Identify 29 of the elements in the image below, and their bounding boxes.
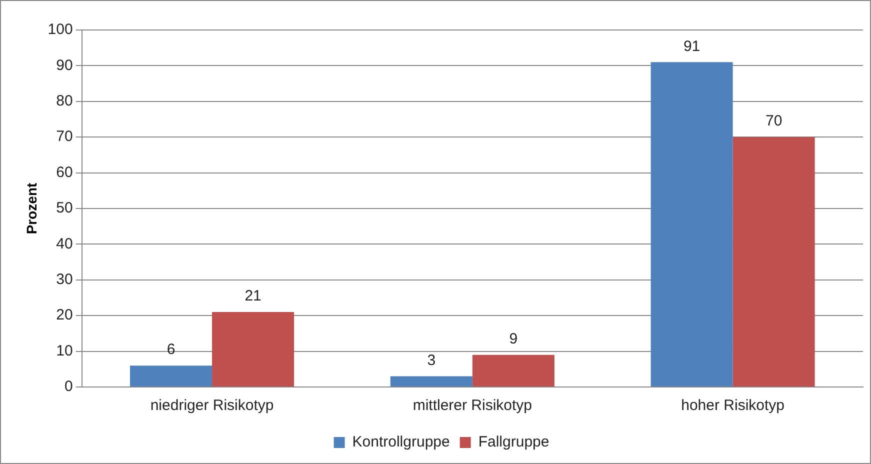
data-label: 21: [244, 288, 262, 305]
y-tick-label: 90: [56, 56, 73, 74]
data-label: 91: [683, 38, 700, 55]
y-tick-label: 10: [56, 342, 73, 360]
x-tick-label: mittlerer Risikotyp: [412, 397, 532, 414]
y-axis-title: Prozent: [23, 182, 40, 234]
legend-label: Kontrollgruppe: [352, 434, 450, 451]
legend-label: Fallgruppe: [478, 434, 550, 451]
bar: [650, 62, 733, 386]
bar: [212, 312, 294, 386]
y-tick-label: 40: [56, 235, 73, 252]
x-tick-label: niedriger Risikotyp: [150, 397, 274, 414]
y-tick-label: 0: [64, 378, 73, 396]
bar: [472, 354, 554, 386]
y-tick-label: 20: [56, 306, 73, 324]
y-tick-label: 100: [48, 21, 73, 38]
x-tick-label: hoher Risikotyp: [681, 397, 784, 414]
data-label: 3: [427, 352, 436, 369]
y-tick-label: 50: [56, 200, 73, 217]
bar: [390, 376, 472, 386]
y-tick-label: 80: [56, 92, 73, 110]
data-label: 9: [509, 330, 518, 348]
data-label: 70: [765, 112, 782, 130]
y-tick-label: 60: [56, 164, 73, 181]
bar: [732, 137, 815, 386]
data-label: 6: [166, 341, 176, 358]
bar: [130, 366, 212, 386]
y-tick-label: 30: [56, 271, 73, 288]
y-tick-label: 70: [56, 128, 73, 146]
